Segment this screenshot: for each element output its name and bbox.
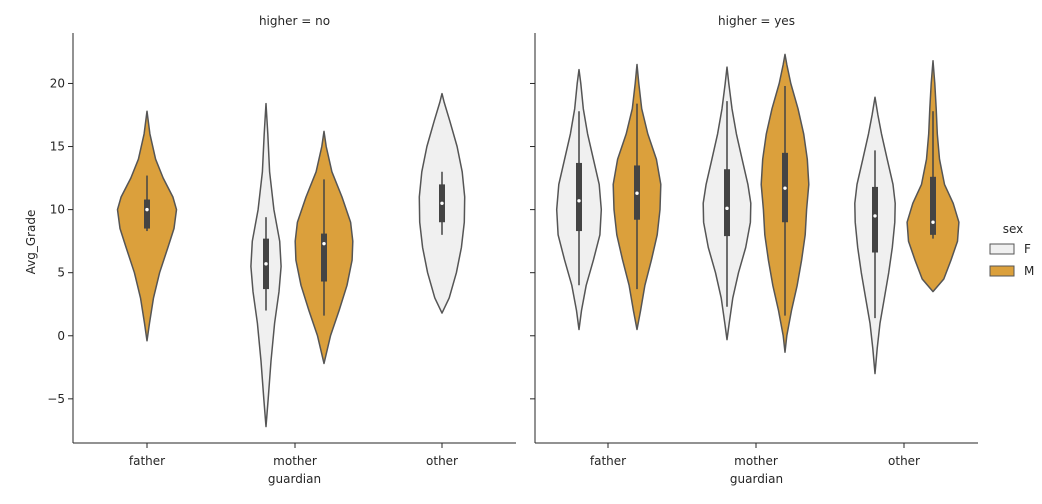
violin-median-father-F <box>577 199 581 203</box>
y-tick-label: 5 <box>57 266 65 280</box>
violin-median-mother-M <box>783 186 787 190</box>
y-tick-label: 15 <box>50 140 65 154</box>
panel-1-x-tick-label: other <box>426 454 458 468</box>
violin-median-mother-M <box>322 241 326 246</box>
violin-median-father-M <box>145 207 149 212</box>
y-tick-label: 0 <box>57 329 65 343</box>
legend-swatch-F <box>989 243 1015 255</box>
violin-median-other-M <box>931 220 935 224</box>
violin-median-mother-F <box>264 262 268 266</box>
violin-box-father-F <box>576 162 582 232</box>
y-tick-label: −5 <box>47 392 65 406</box>
violin-box-mother-M <box>321 233 327 282</box>
violin-median-mother-F <box>725 206 729 211</box>
violin-box-father-M <box>144 199 150 229</box>
panel-2-x-tick-label: mother <box>734 454 778 468</box>
panel-1-x-tick-label: father <box>129 454 165 468</box>
y-tick-label: 10 <box>50 203 65 217</box>
panel-2-x-tick-label: father <box>590 454 626 468</box>
y-tick-label: 20 <box>50 76 65 90</box>
violin-median-other-F <box>440 201 444 206</box>
panel-1-x-axis-label: guardian <box>268 472 321 486</box>
panel-2-title: higher = yes <box>718 14 795 28</box>
panel-1-title: higher = no <box>259 14 330 28</box>
panel-1-x-tick-label: mother <box>273 454 317 468</box>
legend-label-F: F <box>1024 242 1031 256</box>
legend-swatch-M <box>989 265 1015 277</box>
violin-median-father-M <box>635 191 639 195</box>
panel-2-x-axis-label: guardian <box>730 472 783 486</box>
y-axis-label: Avg_Grade <box>24 210 38 275</box>
legend-label-M: M <box>1024 264 1034 278</box>
violin-median-other-F <box>873 214 877 218</box>
panel-2-x-tick-label: other <box>888 454 920 468</box>
violin-box-mother-F <box>724 169 730 237</box>
violin-box-other-M <box>930 176 936 235</box>
violin-box-other-F <box>872 186 878 253</box>
legend-title: sex <box>1003 222 1024 236</box>
